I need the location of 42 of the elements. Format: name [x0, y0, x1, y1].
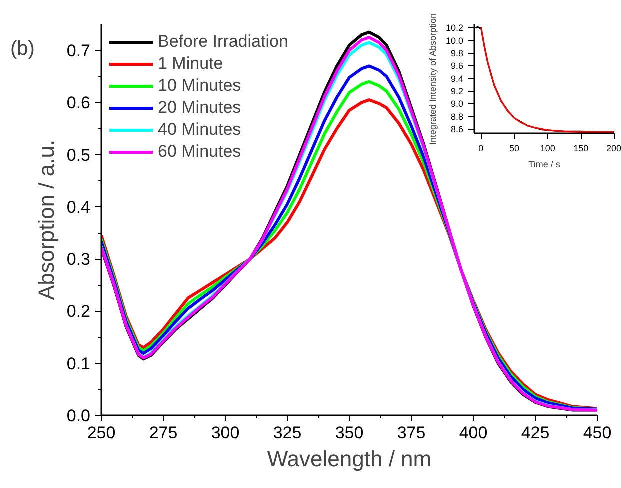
- legend-label: Before Irradiation: [158, 32, 288, 52]
- x-tick-label: 450: [583, 424, 612, 442]
- y-tick-label: 10.0: [446, 36, 464, 46]
- legend-label: 20 Minutes: [158, 98, 242, 118]
- y-tick-label: 0.4: [66, 198, 91, 217]
- y-tick-label: 10.2: [446, 23, 464, 34]
- legend-label: 1 Minute: [158, 54, 224, 74]
- x-tick-label: 50: [509, 144, 520, 154]
- y-tick-label: 0.0: [66, 406, 91, 426]
- x-tick-label: 425: [521, 424, 550, 442]
- y-tick-label: 8.6: [450, 124, 464, 135]
- legend-label: 60 Minutes: [158, 142, 242, 162]
- x-axis-title: Time / s: [528, 160, 561, 170]
- y-tick-label: 9.6: [450, 61, 464, 72]
- x-axis-title: Wavelength / nm: [267, 446, 432, 472]
- y-tick-label: 0.6: [66, 94, 91, 113]
- y-tick-label: 8.8: [450, 112, 464, 122]
- x-tick-label: 375: [397, 424, 426, 442]
- x-tick-label: 350: [335, 424, 364, 442]
- x-tick-label: 150: [574, 144, 589, 154]
- text: (b): [10, 38, 35, 60]
- y-tick-label: 9.8: [450, 48, 464, 59]
- x-tick-label: 300: [211, 424, 240, 442]
- y-tick-label: 9.4: [450, 74, 464, 84]
- x-tick-label: 100: [540, 144, 556, 154]
- y-tick-label: 9.0: [450, 99, 464, 110]
- x-tick-label: 0: [478, 144, 484, 154]
- y-tick-label: 0.1: [66, 354, 91, 374]
- y-tick-label: 0.7: [66, 42, 91, 61]
- y-axis-title: Integrated Intensity of Absorption: [428, 13, 438, 146]
- legend-label: 10 Minutes: [158, 76, 242, 96]
- x-tick-label: 250: [87, 424, 116, 442]
- x-tick-label: 275: [149, 424, 178, 442]
- x-tick-label: 325: [273, 424, 302, 442]
- y-tick-label: 0.5: [66, 146, 91, 165]
- y-tick-label: 0.2: [66, 302, 91, 322]
- y-tick-label: 9.2: [450, 86, 464, 97]
- y-tick-label: 0.3: [66, 250, 91, 270]
- y-axis-title: Absorption / a.u.: [34, 140, 59, 300]
- legend-label: 40 Minutes: [158, 120, 242, 140]
- x-tick-label: 200: [606, 144, 621, 154]
- x-tick-label: 400: [459, 424, 488, 442]
